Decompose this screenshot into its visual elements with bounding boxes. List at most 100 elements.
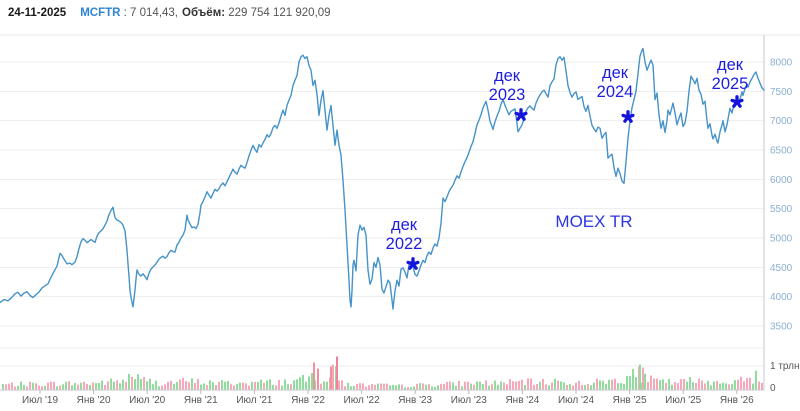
volume-bar <box>632 369 634 390</box>
volume-bar <box>506 384 508 390</box>
volume-bar <box>734 380 736 390</box>
volume-bar <box>248 385 250 390</box>
quote-header: 24-11-2025 MCFTR : 7 014,43, Объём: 229 75… <box>8 7 331 19</box>
volume-bar <box>494 380 496 390</box>
volume-bar <box>398 384 400 390</box>
volume-bar <box>410 387 412 390</box>
volume-bar <box>230 384 232 390</box>
volume-bar <box>62 384 64 390</box>
volume-bar <box>473 384 475 390</box>
volume-bar <box>389 385 391 390</box>
volume-bar <box>758 381 760 390</box>
volume-bar <box>218 381 220 390</box>
volume-bar <box>197 378 199 390</box>
price-line <box>0 47 765 310</box>
volume-bar <box>320 383 322 390</box>
volume-bar <box>581 385 583 390</box>
volume-bar <box>488 385 490 390</box>
volume-bar <box>674 382 676 390</box>
volume-bar <box>95 383 97 390</box>
volume-bar <box>761 382 763 390</box>
index-watermark: MOEX TR <box>555 212 632 231</box>
volume-bar <box>383 383 385 390</box>
volume-bar <box>203 383 205 390</box>
volume-bar <box>548 385 550 390</box>
volume-bar <box>557 380 559 390</box>
volume-bar <box>134 379 136 390</box>
volume-bar <box>173 383 175 390</box>
volume-bar <box>527 378 529 390</box>
volume-bar <box>689 377 691 390</box>
volume-bar <box>326 381 328 390</box>
volume-bar <box>377 383 379 390</box>
volume-bar <box>722 382 724 390</box>
volume-bar <box>731 384 733 390</box>
volume-bar <box>386 383 388 390</box>
volume-bar <box>710 385 712 390</box>
volume-bar <box>503 382 505 390</box>
annotation-text: дек <box>602 64 629 82</box>
volume-bar <box>191 378 193 390</box>
volume-bar <box>152 384 154 390</box>
volume-bar <box>302 375 304 390</box>
marker-star-icon <box>735 100 739 104</box>
volume-bar <box>125 381 127 390</box>
ticker-price: 7 014,43, <box>130 7 179 19</box>
volume-bar <box>497 384 499 390</box>
volume-bar <box>269 379 271 390</box>
volume-bar <box>77 384 79 390</box>
volume-bar <box>8 383 10 390</box>
annotation-text: дек <box>391 216 418 234</box>
volume-bar <box>275 385 277 390</box>
volume-bar-spike <box>313 362 315 390</box>
volume-bar <box>167 381 169 390</box>
volume-bar <box>287 384 289 390</box>
volume-bar <box>653 378 655 390</box>
volume-bar <box>212 382 214 390</box>
volume-bar <box>149 378 151 390</box>
x-axis-label: Янв '24 <box>505 395 539 406</box>
y-axis-label: 5500 <box>770 204 793 215</box>
volume-bar <box>137 374 139 390</box>
volume-bar <box>68 381 70 390</box>
volume-bar <box>416 383 418 390</box>
volume-bar <box>485 380 487 390</box>
y-axis-label: 8000 <box>770 58 793 69</box>
x-axis-label: Янв '23 <box>398 395 432 406</box>
volume-bar <box>26 386 28 390</box>
volume-bar <box>440 384 442 390</box>
volume-bar <box>221 380 223 390</box>
volume-bar <box>725 383 727 390</box>
x-axis-label: Янв '26 <box>720 395 754 406</box>
ticker-separator: : <box>120 7 131 19</box>
volume-bar <box>332 364 334 390</box>
volume-bar <box>155 380 157 390</box>
volume-bar <box>449 381 451 390</box>
volume-bar <box>452 382 454 390</box>
volume-bar <box>524 384 526 390</box>
y-axis-label: 6000 <box>770 175 793 186</box>
volume-bar <box>392 384 394 390</box>
volume-bar <box>260 379 262 390</box>
volume-bar <box>401 384 403 390</box>
volume-bar <box>239 382 241 390</box>
volume-bar <box>53 381 55 390</box>
volume-bar <box>620 383 622 390</box>
volume-bar <box>587 384 589 390</box>
volume-bar <box>368 385 370 390</box>
volume-bar <box>104 385 106 390</box>
volume-bar <box>20 381 22 390</box>
volume-bar <box>569 384 571 390</box>
x-axis-label: Янв '22 <box>291 395 325 406</box>
volume-unit-label: 1 трлн <box>770 361 800 372</box>
marker-star-icon <box>626 115 630 119</box>
volume-bar <box>146 381 148 390</box>
ticker-symbol[interactable]: MCFTR <box>80 7 121 19</box>
volume-bar <box>353 385 355 390</box>
volume-bar <box>71 385 73 390</box>
annotation-text: дек <box>717 56 744 74</box>
volume-bar <box>2 384 4 390</box>
header-date: 24-11-2025 <box>8 7 67 19</box>
y-axis-label: 6500 <box>770 146 793 157</box>
